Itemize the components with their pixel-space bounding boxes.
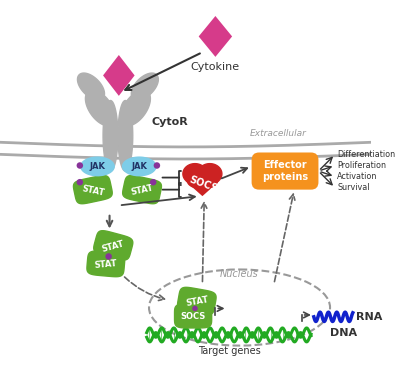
Text: RNA: RNA xyxy=(356,312,382,322)
Polygon shape xyxy=(186,181,219,196)
Text: Extracellular: Extracellular xyxy=(250,129,307,138)
Text: Differentiation: Differentiation xyxy=(337,150,395,159)
Text: STAT: STAT xyxy=(81,184,105,197)
Polygon shape xyxy=(131,73,158,100)
Polygon shape xyxy=(118,101,133,171)
Polygon shape xyxy=(81,157,114,176)
Text: STAT: STAT xyxy=(101,239,126,254)
Text: STAT: STAT xyxy=(94,259,118,270)
Polygon shape xyxy=(103,55,135,96)
Polygon shape xyxy=(199,16,232,57)
Text: Effector
proteins: Effector proteins xyxy=(262,160,308,182)
Text: SOCS: SOCS xyxy=(180,312,206,321)
Polygon shape xyxy=(178,287,216,315)
Text: STAT: STAT xyxy=(185,295,209,308)
Text: SOCS: SOCS xyxy=(188,174,219,194)
Circle shape xyxy=(105,253,112,260)
Circle shape xyxy=(192,306,198,311)
Circle shape xyxy=(76,162,83,169)
Text: JAK: JAK xyxy=(90,162,106,171)
Polygon shape xyxy=(74,175,112,204)
Polygon shape xyxy=(103,101,118,171)
Polygon shape xyxy=(86,90,115,126)
Text: Activation: Activation xyxy=(337,172,377,181)
Text: Proliferation: Proliferation xyxy=(337,161,386,170)
Circle shape xyxy=(150,179,156,185)
FancyBboxPatch shape xyxy=(252,153,318,190)
Polygon shape xyxy=(188,174,217,189)
Text: Survival: Survival xyxy=(337,183,370,192)
Text: Target genes: Target genes xyxy=(198,346,261,356)
Text: Nucleus: Nucleus xyxy=(220,269,259,279)
Polygon shape xyxy=(198,164,222,184)
Polygon shape xyxy=(94,231,133,260)
Text: DNA: DNA xyxy=(330,328,357,338)
Polygon shape xyxy=(183,164,207,184)
Polygon shape xyxy=(122,157,156,176)
Text: CytoR: CytoR xyxy=(151,117,188,127)
Text: STAT: STAT xyxy=(130,184,154,197)
Circle shape xyxy=(76,179,83,185)
Polygon shape xyxy=(78,73,104,100)
Polygon shape xyxy=(87,251,125,277)
Polygon shape xyxy=(121,90,150,126)
Text: JAK: JAK xyxy=(131,162,147,171)
Polygon shape xyxy=(123,175,162,204)
Polygon shape xyxy=(174,304,212,328)
Circle shape xyxy=(154,162,160,169)
Text: Intracellular: Intracellular xyxy=(252,157,306,166)
Text: Cytokine: Cytokine xyxy=(191,62,240,72)
